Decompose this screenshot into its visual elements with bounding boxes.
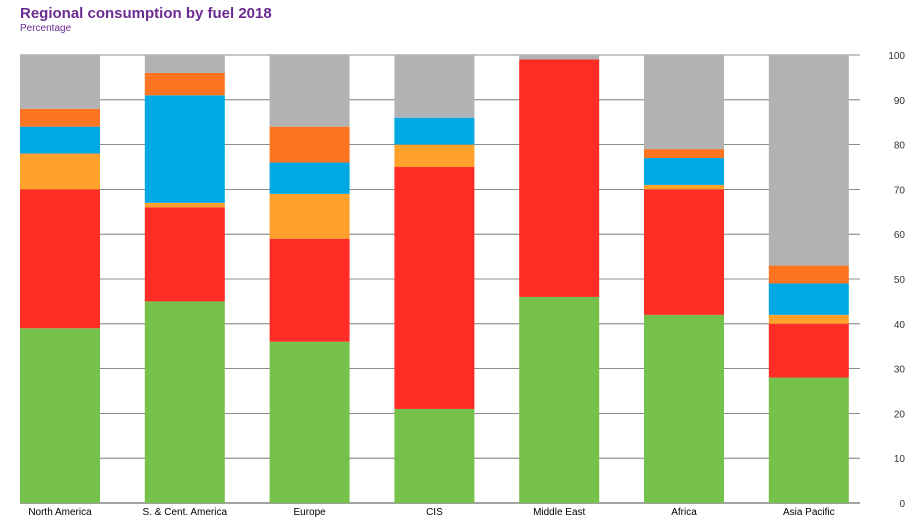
bar-segment [20, 328, 100, 503]
bar-segment [20, 126, 100, 154]
bar-segment [644, 184, 724, 190]
bar-segment [144, 72, 225, 96]
bar-segment [394, 408, 475, 503]
y-tick-label: 30 [894, 365, 906, 376]
bar-segment [394, 55, 475, 118]
bar-segment [768, 314, 849, 324]
chart-title: Regional consumption by fuel 2018 [20, 5, 272, 22]
bar-segment [394, 144, 475, 167]
y-axis-ticks: 0 10 20 30 40 50 60 70 80 90 100 [888, 51, 905, 510]
y-tick-label: 70 [894, 185, 906, 196]
x-category-label: CIS [426, 507, 443, 518]
bar-segment [394, 117, 475, 145]
x-category-label: Asia Pacific [783, 507, 835, 518]
x-category-label: North America [28, 507, 92, 518]
x-category-label: Europe [293, 507, 326, 518]
bar-segment [644, 149, 724, 159]
bar-segment [144, 301, 225, 503]
bar-segment [519, 296, 600, 503]
y-tick-label: 0 [899, 499, 905, 510]
bar-segment [144, 207, 225, 302]
y-tick-label: 40 [894, 320, 906, 331]
bar-segment [644, 55, 724, 150]
bar-segment [644, 314, 724, 503]
bar-segment [768, 377, 849, 503]
y-tick-label: 10 [894, 454, 906, 465]
bar-segment [269, 55, 350, 127]
bar-segment [144, 55, 225, 73]
bar-segment [269, 238, 350, 342]
bar-segment [269, 193, 350, 239]
bar-segment [644, 158, 724, 185]
x-category-label: S. & Cent. America [143, 507, 228, 518]
bar-segment [269, 126, 350, 163]
y-tick-label: 90 [894, 96, 906, 107]
y-tick-label: 80 [894, 141, 906, 152]
bar-segment [519, 59, 600, 297]
x-axis-labels: North America S. & Cent. America Europe CIS… [28, 507, 834, 518]
chart-subtitle: Percentage [20, 23, 72, 34]
bar-segment [269, 162, 350, 194]
bars [20, 55, 849, 503]
y-tick-label: 60 [894, 230, 906, 241]
bar-segment [768, 265, 849, 284]
y-tick-label: 20 [894, 409, 906, 420]
bar-segment [768, 55, 849, 266]
bar-segment [20, 153, 100, 190]
bar-segment [20, 108, 100, 127]
bar-segment [768, 283, 849, 315]
x-category-label: Middle East [533, 507, 585, 518]
bar-segment [20, 189, 100, 329]
bar-segment [20, 55, 100, 109]
bar-segment [768, 323, 849, 378]
bar-segment [269, 341, 350, 503]
bar-segment [644, 189, 724, 315]
x-category-label: Africa [671, 507, 697, 518]
bar-segment [519, 55, 600, 60]
bar-segment [144, 202, 225, 208]
bar-segment [144, 95, 225, 203]
y-tick-label: 50 [894, 275, 906, 286]
y-tick-label: 100 [888, 51, 905, 62]
bar-segment [394, 167, 475, 409]
